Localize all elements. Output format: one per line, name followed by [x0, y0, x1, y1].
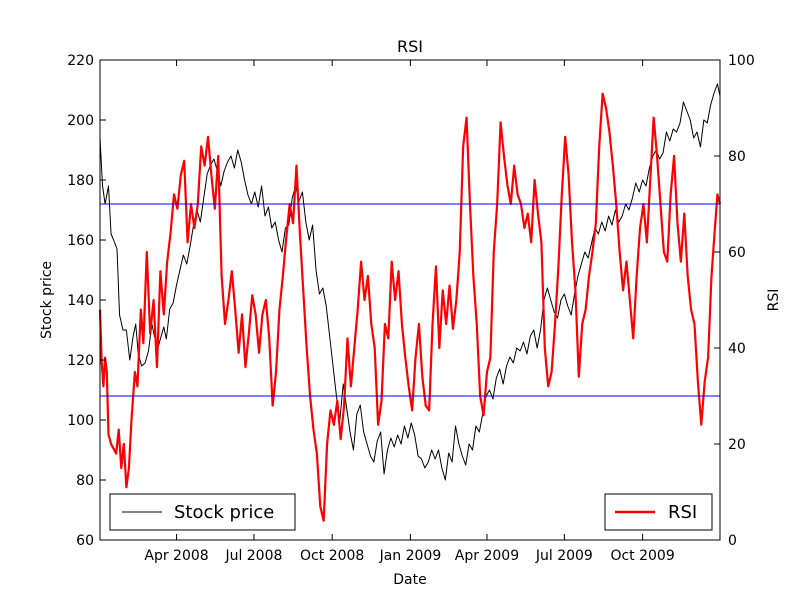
axis-layer: 60 80 100 120 140 160 180 200 220 0 20 40 60 80 100 Apr… [67, 53, 754, 564]
left-y-tick-label: 140 [67, 293, 94, 309]
right-y-tick-label: 0 [728, 533, 737, 549]
left-y-tick-label: 180 [67, 173, 94, 189]
x-tick-label: Apr 2009 [455, 548, 519, 564]
plot-layer [98, 83, 722, 522]
x-tick-label: Jul 2008 [224, 548, 282, 564]
right-y-tick-label: 20 [728, 437, 746, 453]
left-y-tick-label: 80 [76, 473, 94, 489]
legend-stock-price: Stock price [109, 493, 296, 531]
legend-stock-price-label: Stock price [174, 502, 274, 523]
x-axis-label: Date [393, 572, 426, 588]
left-y-axis-label: Stock price [39, 261, 55, 339]
left-y-tick-label: 220 [67, 53, 94, 69]
legend-rsi-label: RSI [668, 502, 697, 523]
right-y-tick-label: 60 [728, 245, 746, 261]
left-y-tick-label: 60 [76, 533, 94, 549]
left-y-tick-label: 120 [67, 353, 94, 369]
left-y-tick-label: 160 [67, 233, 94, 249]
x-tick-label: Oct 2009 [610, 548, 674, 564]
left-y-tick-label: 100 [67, 413, 94, 429]
x-tick-label: Jul 2009 [535, 548, 593, 564]
right-y-tick-label: 40 [728, 341, 746, 357]
rsi-series-line [98, 92, 722, 522]
x-tick-label: Jan 2009 [379, 548, 442, 564]
right-y-axis-label: RSI [766, 289, 782, 312]
left-y-tick-label: 200 [67, 113, 94, 129]
x-tick-label: Apr 2008 [144, 548, 208, 564]
legend-rsi: RSI [604, 493, 713, 531]
right-y-tick-label: 100 [728, 53, 755, 69]
chart-title: RSI [397, 37, 423, 56]
x-tick-label: Oct 2008 [300, 548, 364, 564]
right-y-tick-label: 80 [728, 149, 746, 165]
